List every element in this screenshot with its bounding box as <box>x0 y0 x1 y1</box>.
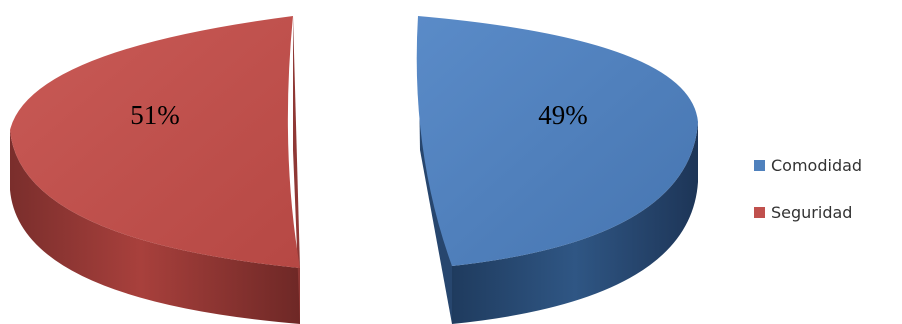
legend-label-comodidad: Comodidad <box>771 156 862 175</box>
legend-swatch-comodidad <box>754 160 765 171</box>
legend-item-comodidad: Comodidad <box>754 156 862 175</box>
slice-comodidad-top <box>416 16 698 266</box>
slice-comodidad-side <box>452 122 698 324</box>
legend: Comodidad Seguridad <box>754 156 862 222</box>
legend-swatch-seguridad <box>754 207 765 218</box>
slice-seguridad-top <box>10 16 300 268</box>
legend-item-seguridad: Seguridad <box>754 203 852 222</box>
legend-label-seguridad: Seguridad <box>771 203 852 222</box>
slice-comodidad: 49% <box>416 16 698 324</box>
slice-seguridad: 51% <box>10 16 300 324</box>
slice-seguridad-inner-face <box>293 16 300 324</box>
slice-seguridad-side <box>10 130 300 324</box>
slice-label-seguridad: 51% <box>130 100 180 130</box>
slice-label-comodidad: 49% <box>538 100 588 130</box>
